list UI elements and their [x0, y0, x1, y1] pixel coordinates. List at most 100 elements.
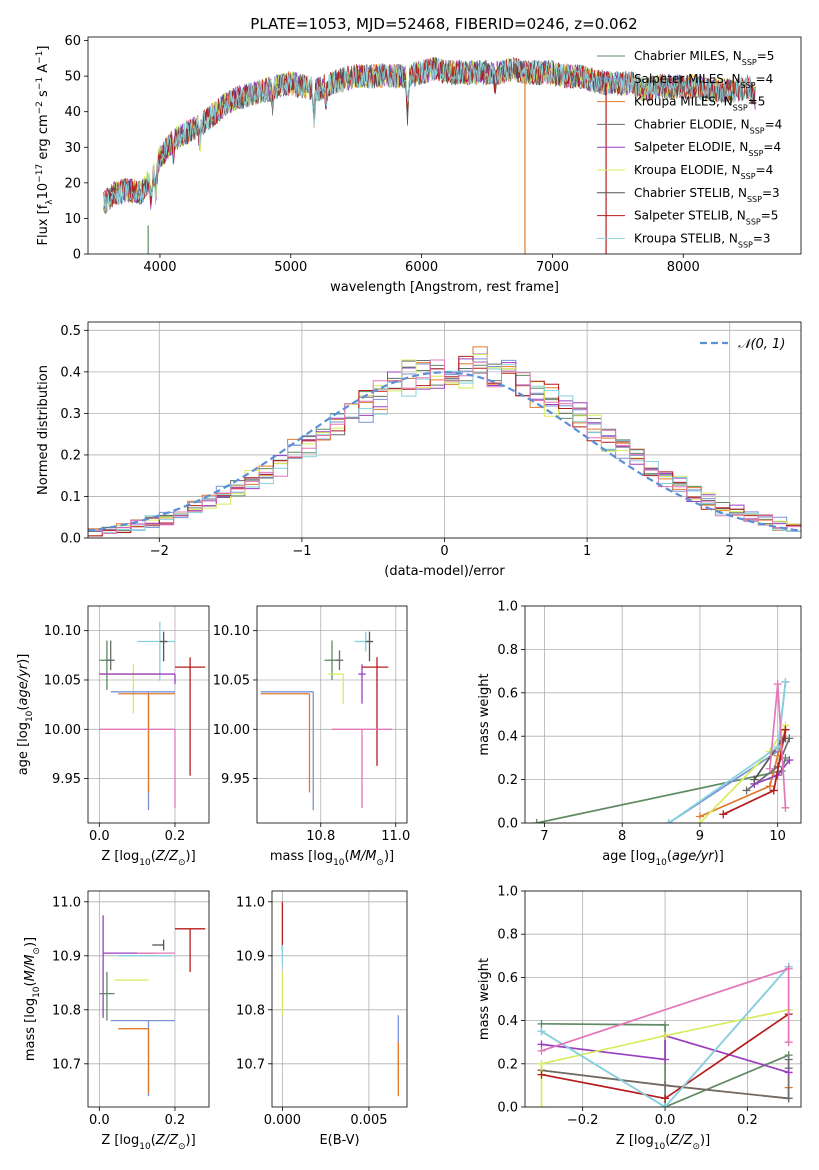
x-tick-label: −2 — [150, 544, 169, 559]
x-tick-label: 5000 — [274, 260, 307, 275]
panel-weight_vs_Z: −0.2 0.0 0.2 0.0 0.2 0.4 0.6 0.8 1.0 Z [log10(Z/Z… — [477, 885, 802, 1152]
x-tick-label: −1 — [292, 544, 311, 559]
weight-marker — [664, 819, 673, 823]
x-tick-label: 7 — [540, 829, 548, 844]
y-axis-label: Flux [fλ10−17 erg cm−2 s−1 A−1] — [35, 46, 55, 246]
y-tick-label: 10.10 — [44, 624, 81, 639]
y-axis-label: Normed distribution — [36, 365, 51, 495]
plot-frame — [524, 890, 802, 1108]
y-tick-label: 40 — [64, 105, 81, 120]
legend-label: Kroupa MILES, NSSP=5 — [634, 95, 765, 113]
y-axis-label: mass weight — [477, 673, 492, 755]
y-tick-label: 0.8 — [497, 928, 518, 943]
legend-label: Salpeter ELODIE, NSSP=4 — [634, 140, 781, 158]
y-tick-label: 9.95 — [221, 772, 250, 787]
x-axis-label: wavelength [Angstrom, rest frame] — [330, 280, 559, 295]
x-tick-label: 9 — [696, 829, 704, 844]
weight-marker — [719, 810, 728, 819]
panel-mass_vs_Z: 0.0 0.2 10.7 10.8 10.9 11.0 Z [log10(Z/Z⊙)] mas… — [23, 890, 210, 1152]
weight-marker — [784, 964, 793, 973]
x-axis-label: Z [log10(Z/Z⊙)] — [101, 1133, 195, 1152]
x-axis-label: age [log10(age/yr)] — [602, 849, 724, 868]
errorbar-point — [118, 693, 175, 793]
y-axis-label: mass [log10(M/M⊙)] — [23, 937, 42, 1061]
spectrum-series-line — [103, 57, 756, 213]
errorbar-point — [174, 928, 206, 972]
y-tick-label: 0.2 — [60, 448, 81, 463]
y-tick-label: 0 — [73, 248, 81, 263]
weight-marker — [773, 680, 782, 689]
x-tick-label: 10.8 — [306, 829, 335, 844]
errorbar-point — [332, 728, 392, 809]
histogram-series — [88, 359, 801, 534]
weight-marker — [537, 1046, 546, 1055]
errorbar-point — [260, 693, 311, 793]
legend-label: 𝒩(0, 1) — [738, 337, 785, 352]
y-tick-label: 0.6 — [497, 686, 518, 701]
errorbar-point — [174, 657, 206, 776]
y-tick-label: 0.0 — [497, 817, 518, 832]
errorbar-point — [99, 673, 176, 684]
panel-mass_vs_ebv: 0.000 0.005 10.7 10.8 10.9 11.0 E(B-V) — [236, 890, 408, 1148]
y-tick-label: 0.0 — [60, 532, 81, 547]
errorbar-point — [358, 664, 366, 704]
y-tick-label: 0.3 — [60, 407, 81, 422]
chart-panels: 4000 5000 6000 7000 80000102030405060wavelen… — [16, 34, 802, 1152]
x-tick-label: 0.0 — [89, 829, 110, 844]
plot-frame — [271, 890, 408, 1108]
weight-marker — [661, 1020, 670, 1029]
weight-marker — [695, 819, 704, 823]
x-tick-label: 0.0 — [89, 1113, 110, 1128]
weight-marker — [785, 756, 794, 765]
weight-marker — [765, 764, 774, 773]
plot-frame — [87, 890, 210, 1108]
errorbar-point — [362, 657, 389, 766]
y-tick-label: 10 — [64, 212, 81, 227]
x-tick-label: 7000 — [536, 260, 569, 275]
panel-weight_vs_age: 7 8 9 10 0.0 0.2 0.4 0.6 0.8 1.0 age [log10(age/yr… — [477, 600, 802, 868]
x-tick-label: 6000 — [405, 260, 438, 275]
y-tick-label: 50 — [64, 70, 81, 85]
x-tick-label: 11.0 — [381, 829, 410, 844]
y-tick-label: 10.8 — [236, 1003, 265, 1018]
y-tick-label: 10.9 — [236, 949, 265, 964]
weight-marker — [769, 786, 778, 795]
weight-marker — [750, 775, 759, 784]
y-tick-label: 0.8 — [497, 643, 518, 658]
legend-label: Kroupa ELODIE, NSSP=4 — [634, 163, 773, 181]
weight-marker — [781, 803, 790, 812]
weight-marker — [661, 1103, 670, 1107]
legend-label: Salpeter MILES, NSSP=4 — [634, 72, 773, 90]
y-tick-label: 10.10 — [213, 624, 250, 639]
weight-marker — [537, 1027, 546, 1036]
x-axis-label: E(B-V) — [319, 1133, 359, 1148]
x-tick-label: 1 — [583, 544, 591, 559]
errorbar-point — [152, 939, 165, 951]
legend-label: Chabrier MILES, NSSP=5 — [634, 49, 774, 67]
y-tick-label: 0.4 — [497, 730, 518, 745]
errorbar-point — [365, 631, 374, 662]
x-tick-label: 8 — [618, 829, 626, 844]
y-tick-label: 0.5 — [60, 324, 81, 339]
y-tick-label: 60 — [64, 34, 81, 49]
panel-spectrum: 4000 5000 6000 7000 8000 0 10 20 30 40 50 60 wavelen… — [35, 34, 802, 295]
errorbar-point — [260, 691, 314, 811]
errorbar-point — [106, 640, 115, 671]
y-tick-label: 10.00 — [44, 723, 81, 738]
y-axis-label: age [log10(age/yr)] — [16, 654, 35, 776]
weight-marker — [773, 743, 782, 752]
y-tick-label: 10.7 — [52, 1057, 81, 1072]
weight-series-line — [541, 1034, 789, 1074]
normal-curve — [88, 371, 801, 532]
weight-marker — [661, 1094, 670, 1103]
weight-marker — [784, 1038, 793, 1047]
y-tick-label: 1.0 — [497, 600, 518, 615]
x-axis-label: (data-model)/error — [384, 564, 505, 579]
x-tick-label: 0.005 — [350, 1113, 387, 1128]
y-tick-label: 9.95 — [52, 772, 81, 787]
weight-series-line — [541, 966, 790, 1107]
x-tick-label: −0.2 — [567, 1113, 599, 1128]
y-tick-label: 0.2 — [497, 1057, 518, 1072]
weight-marker — [537, 1019, 546, 1028]
y-tick-label: 10.00 — [213, 723, 250, 738]
